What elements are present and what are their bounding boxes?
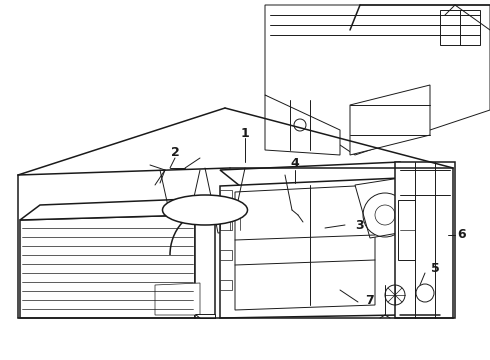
Text: 7: 7 <box>366 293 374 306</box>
Text: 5: 5 <box>431 261 440 275</box>
Text: 4: 4 <box>291 157 299 170</box>
Polygon shape <box>440 10 480 45</box>
Polygon shape <box>400 178 440 315</box>
Polygon shape <box>195 198 215 318</box>
Polygon shape <box>155 283 200 315</box>
Polygon shape <box>220 178 400 318</box>
Polygon shape <box>350 85 430 155</box>
Ellipse shape <box>163 195 247 225</box>
Polygon shape <box>295 210 314 225</box>
Polygon shape <box>20 198 215 220</box>
Polygon shape <box>20 215 195 318</box>
Text: 3: 3 <box>356 219 364 231</box>
Polygon shape <box>235 185 375 310</box>
Polygon shape <box>355 178 415 238</box>
Polygon shape <box>195 314 215 318</box>
Polygon shape <box>395 162 455 318</box>
Polygon shape <box>220 220 232 230</box>
Text: 6: 6 <box>458 229 466 242</box>
Polygon shape <box>215 215 248 233</box>
Polygon shape <box>220 280 232 290</box>
Text: 1: 1 <box>241 126 249 140</box>
Polygon shape <box>265 5 490 155</box>
Text: 2: 2 <box>171 145 179 158</box>
Polygon shape <box>265 95 340 155</box>
Polygon shape <box>220 190 232 200</box>
Polygon shape <box>220 162 420 186</box>
Polygon shape <box>220 250 232 260</box>
Polygon shape <box>398 200 415 260</box>
